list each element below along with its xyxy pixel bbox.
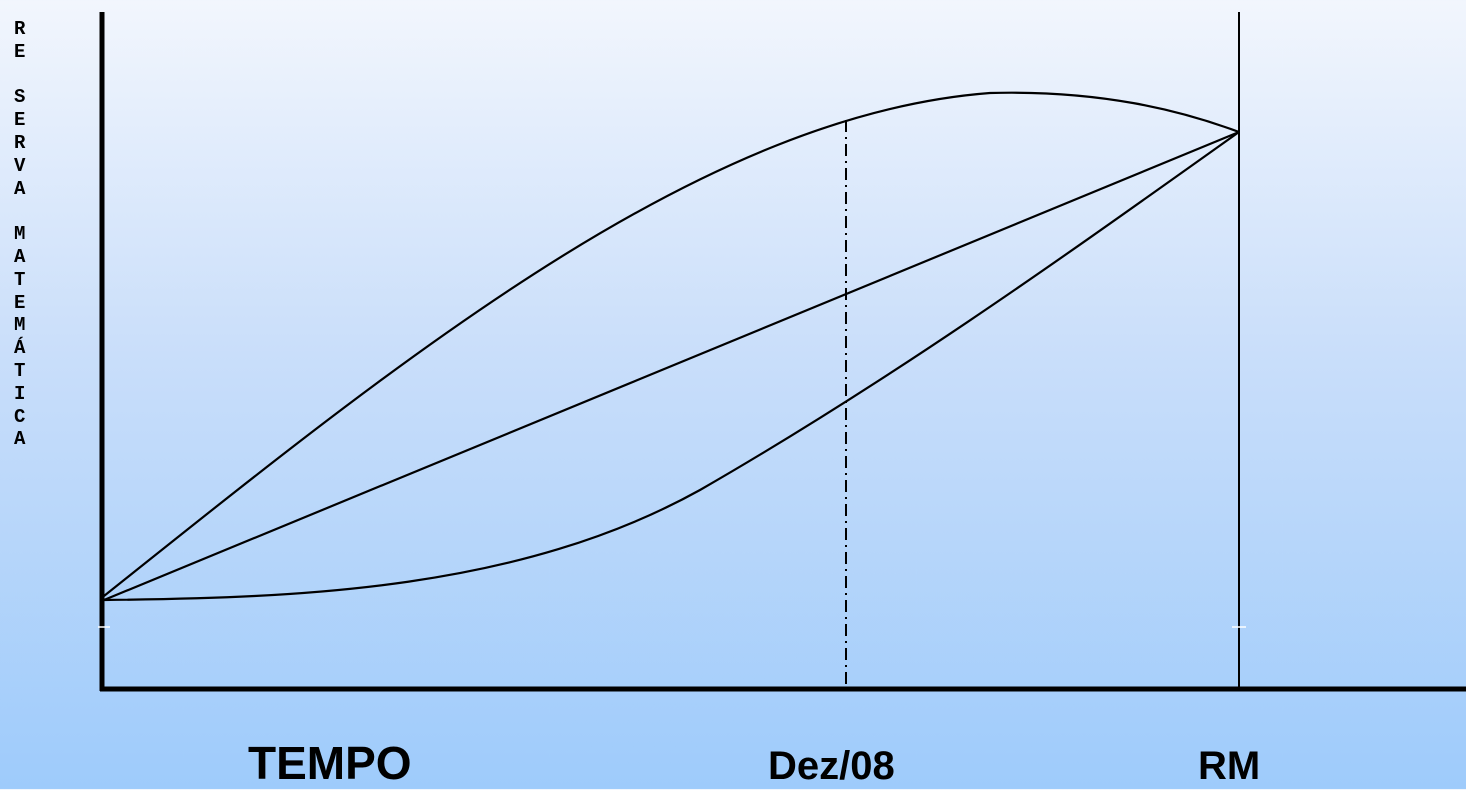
upper-curve: [103, 91, 1240, 597]
lower-curve: [103, 131, 1240, 602]
rm-label: RM: [1198, 744, 1261, 788]
x-axis-label: TEMPO: [248, 737, 412, 789]
linear-curve: [103, 130, 1240, 602]
dez08-label: Dez/08: [768, 744, 895, 788]
y-axis-label: R E S E R V A M A T E M Á T I C A: [14, 18, 26, 451]
